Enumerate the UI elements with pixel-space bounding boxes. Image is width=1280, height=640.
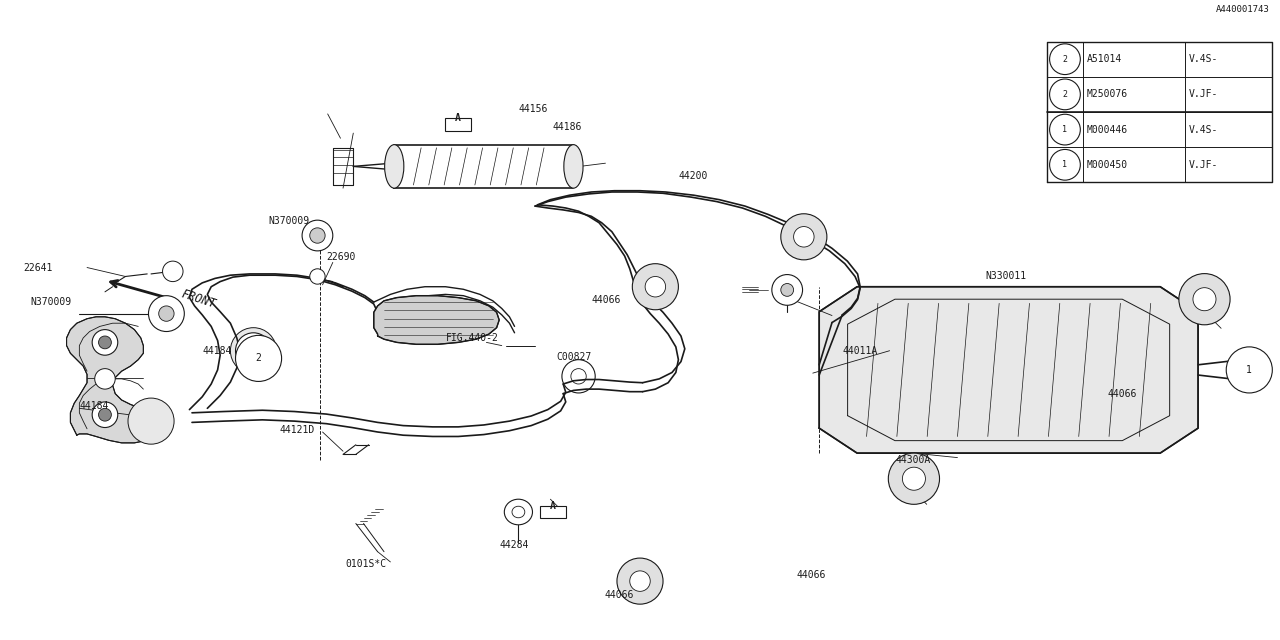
Circle shape xyxy=(772,275,803,305)
Text: 44121D: 44121D xyxy=(279,425,315,435)
Circle shape xyxy=(1050,114,1080,145)
Circle shape xyxy=(163,261,183,282)
Text: 44284: 44284 xyxy=(499,540,529,550)
Circle shape xyxy=(617,558,663,604)
Circle shape xyxy=(246,343,261,358)
Bar xyxy=(540,506,566,518)
Polygon shape xyxy=(67,317,169,443)
Circle shape xyxy=(1050,79,1080,110)
Text: A: A xyxy=(456,113,461,124)
Polygon shape xyxy=(819,287,1198,453)
Text: 44200: 44200 xyxy=(678,171,708,181)
Circle shape xyxy=(632,264,678,310)
Circle shape xyxy=(159,306,174,321)
Circle shape xyxy=(1193,288,1216,311)
Text: A: A xyxy=(550,500,556,511)
Text: N330011: N330011 xyxy=(986,271,1027,282)
Text: M000446: M000446 xyxy=(1087,125,1128,134)
Text: V.JF-: V.JF- xyxy=(1189,160,1219,170)
Circle shape xyxy=(92,330,118,355)
Circle shape xyxy=(630,571,650,591)
Circle shape xyxy=(95,369,115,389)
Circle shape xyxy=(888,453,940,504)
Circle shape xyxy=(302,220,333,251)
Text: 44011A: 44011A xyxy=(842,346,878,356)
Text: 1: 1 xyxy=(1062,160,1068,170)
Text: M250076: M250076 xyxy=(1087,90,1128,99)
Text: 2: 2 xyxy=(1062,90,1068,99)
Circle shape xyxy=(310,228,325,243)
Circle shape xyxy=(133,399,169,435)
Circle shape xyxy=(902,467,925,490)
Circle shape xyxy=(794,227,814,247)
Text: A440001743: A440001743 xyxy=(1216,5,1270,14)
Circle shape xyxy=(571,369,586,384)
Circle shape xyxy=(562,360,595,393)
Text: 44066: 44066 xyxy=(1107,388,1137,399)
Circle shape xyxy=(92,402,118,428)
Circle shape xyxy=(1050,44,1080,75)
Text: 44066: 44066 xyxy=(796,570,826,580)
Ellipse shape xyxy=(512,506,525,518)
Circle shape xyxy=(230,328,276,374)
Text: A51014: A51014 xyxy=(1087,54,1123,64)
Text: V.4S-: V.4S- xyxy=(1189,125,1219,134)
Text: V.4S-: V.4S- xyxy=(1189,54,1219,64)
Circle shape xyxy=(236,335,282,381)
Text: N370009: N370009 xyxy=(269,216,310,226)
Text: 44300A: 44300A xyxy=(896,454,932,465)
Text: 44184: 44184 xyxy=(202,346,232,356)
Circle shape xyxy=(99,336,111,349)
Circle shape xyxy=(143,410,159,425)
Text: C00827: C00827 xyxy=(557,352,593,362)
Circle shape xyxy=(236,333,271,369)
Circle shape xyxy=(1050,150,1080,180)
Ellipse shape xyxy=(504,499,532,525)
Circle shape xyxy=(148,296,184,332)
Circle shape xyxy=(128,398,174,444)
Text: 1: 1 xyxy=(1247,365,1252,375)
Circle shape xyxy=(781,214,827,260)
Circle shape xyxy=(781,284,794,296)
Text: 44186: 44186 xyxy=(553,122,582,132)
Circle shape xyxy=(1179,273,1230,325)
Text: 2: 2 xyxy=(256,353,261,364)
Circle shape xyxy=(1226,347,1272,393)
Text: 44066: 44066 xyxy=(591,294,621,305)
Text: 1: 1 xyxy=(1062,125,1068,134)
Text: 22690: 22690 xyxy=(326,252,356,262)
Text: M000450: M000450 xyxy=(1087,160,1128,170)
Text: FRONT: FRONT xyxy=(179,288,218,311)
Ellipse shape xyxy=(384,145,404,188)
Text: 44066: 44066 xyxy=(604,590,634,600)
Polygon shape xyxy=(374,296,499,344)
Ellipse shape xyxy=(564,145,584,188)
Circle shape xyxy=(310,269,325,284)
Circle shape xyxy=(151,297,182,328)
Circle shape xyxy=(99,408,111,421)
Text: 2: 2 xyxy=(1062,54,1068,64)
Text: N370009: N370009 xyxy=(31,297,72,307)
Text: 44156: 44156 xyxy=(518,104,548,114)
Text: V.JF-: V.JF- xyxy=(1189,90,1219,99)
Circle shape xyxy=(645,276,666,297)
Text: 0101S*C: 0101S*C xyxy=(346,559,387,570)
Circle shape xyxy=(159,305,174,320)
Text: FIG.440-2: FIG.440-2 xyxy=(445,333,498,343)
Text: 22641: 22641 xyxy=(23,262,52,273)
Bar xyxy=(445,118,471,131)
Text: 44184: 44184 xyxy=(79,401,109,412)
